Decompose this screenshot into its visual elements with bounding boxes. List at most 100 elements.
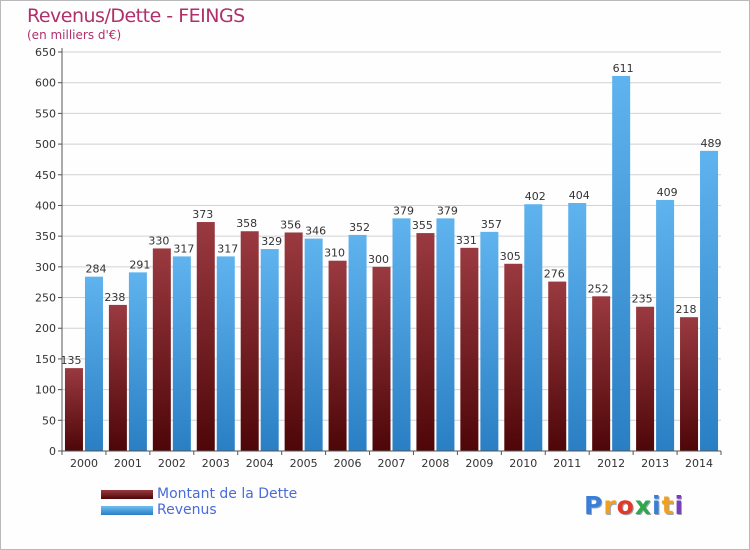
- value-label-dette: 331: [456, 234, 477, 247]
- value-label-dette: 310: [324, 247, 345, 260]
- legend-swatch-revenus: [101, 506, 153, 515]
- y-tick-label: 500: [35, 138, 56, 151]
- bar-dette: [680, 317, 699, 451]
- value-label-dette: 356: [280, 218, 301, 231]
- bar-revenus: [348, 234, 367, 451]
- bar-dette: [592, 296, 611, 451]
- x-tick-label: 2012: [597, 457, 625, 470]
- value-label-revenus: 402: [525, 190, 546, 203]
- value-label-dette: 135: [60, 354, 81, 367]
- value-label-revenus: 291: [129, 258, 150, 271]
- bar-dette: [108, 304, 127, 451]
- bar-revenus: [700, 150, 719, 451]
- bar-dette: [240, 231, 259, 451]
- bar-revenus: [568, 203, 587, 451]
- y-tick-label: 100: [35, 384, 56, 397]
- x-tick-label: 2002: [158, 457, 186, 470]
- y-tick-label: 600: [35, 77, 56, 90]
- bar-dette: [636, 306, 655, 451]
- legend-label-dette: Montant de la Dette: [157, 486, 298, 502]
- x-tick-label: 2004: [246, 457, 274, 470]
- value-label-dette: 358: [236, 217, 257, 230]
- bar-revenus: [216, 256, 235, 451]
- value-label-revenus: 317: [217, 242, 238, 255]
- value-label-revenus: 489: [701, 137, 722, 150]
- value-label-dette: 276: [544, 268, 565, 281]
- y-tick-label: 350: [35, 230, 56, 243]
- value-label-revenus: 346: [305, 225, 326, 238]
- value-label-revenus: 357: [481, 218, 502, 231]
- value-label-revenus: 404: [569, 189, 590, 202]
- bar-revenus: [612, 75, 631, 451]
- y-tick-label: 650: [35, 46, 56, 59]
- bar-dette: [328, 260, 347, 451]
- y-tick-label: 200: [35, 322, 56, 335]
- bar-dette: [460, 247, 479, 451]
- bar-dette: [372, 266, 391, 451]
- value-label-revenus: 379: [437, 204, 458, 217]
- bar-dette: [548, 281, 567, 451]
- bar-revenus: [84, 276, 103, 451]
- value-labels: 135 284 238 291 330 317 373 317 358 329 356 346 310 3…: [60, 62, 721, 367]
- bar-revenus: [524, 204, 543, 451]
- x-tick-label: 2009: [465, 457, 493, 470]
- y-tick-label: 250: [35, 292, 56, 305]
- value-label-dette: 238: [104, 291, 125, 304]
- value-label-dette: 218: [676, 303, 697, 316]
- y-tick-label: 550: [35, 107, 56, 120]
- y-tick-label: 0: [49, 445, 56, 458]
- x-tick-label: 2008: [421, 457, 449, 470]
- value-label-dette: 355: [412, 219, 433, 232]
- x-tick-label: 2011: [553, 457, 581, 470]
- chart-title: Revenus/Dette - FEINGS: [27, 5, 245, 27]
- bar-revenus: [392, 218, 411, 451]
- bars: [64, 75, 719, 451]
- value-label-dette: 305: [500, 250, 521, 263]
- x-tick-label: 2001: [114, 457, 142, 470]
- x-tick-label: 2005: [290, 457, 318, 470]
- x-tick-label: 2000: [70, 457, 98, 470]
- chart-subtitle: (en milliers d'€): [27, 28, 122, 42]
- bar-dette: [152, 248, 171, 451]
- value-label-revenus: 611: [613, 62, 634, 75]
- y-tick-label: 450: [35, 169, 56, 182]
- x-tick-label: 2014: [685, 457, 713, 470]
- bar-revenus: [128, 272, 147, 451]
- legend-label-revenus: Revenus: [157, 502, 217, 518]
- x-tick-label: 2013: [641, 457, 669, 470]
- y-tick-label: 300: [35, 261, 56, 274]
- bar-revenus: [480, 231, 499, 451]
- bar-revenus: [656, 199, 675, 451]
- legend-swatch-dette: [101, 490, 153, 499]
- bar-dette: [284, 232, 303, 451]
- value-label-dette: 373: [192, 208, 213, 221]
- bar-dette: [64, 368, 83, 451]
- x-tick-label: 2003: [202, 457, 230, 470]
- value-label-dette: 330: [148, 234, 169, 247]
- x-tick-label: 2006: [334, 457, 362, 470]
- bar-revenus: [436, 218, 455, 451]
- bar-dette: [196, 222, 215, 451]
- y-tick-label: 150: [35, 353, 56, 366]
- bar-revenus: [304, 238, 323, 451]
- bar-dette: [416, 233, 435, 451]
- value-label-revenus: 317: [173, 242, 194, 255]
- value-label-revenus: 352: [349, 221, 370, 234]
- value-label-dette: 300: [368, 253, 389, 266]
- bar-revenus: [172, 256, 191, 451]
- value-label-revenus: 284: [85, 263, 106, 276]
- x-tick-label: 2010: [509, 457, 537, 470]
- x-tick-label: 2007: [378, 457, 406, 470]
- y-tick-label: 50: [42, 414, 56, 427]
- bar-revenus: [260, 249, 279, 451]
- bar-dette: [504, 263, 523, 451]
- value-label-revenus: 329: [261, 235, 282, 248]
- value-label-dette: 252: [588, 282, 609, 295]
- proxiti-logo: Proxiti: [584, 491, 685, 520]
- value-label-revenus: 379: [393, 204, 414, 217]
- value-label-revenus: 409: [657, 186, 678, 199]
- grid-lines: [62, 51, 721, 452]
- value-label-dette: 235: [632, 293, 653, 306]
